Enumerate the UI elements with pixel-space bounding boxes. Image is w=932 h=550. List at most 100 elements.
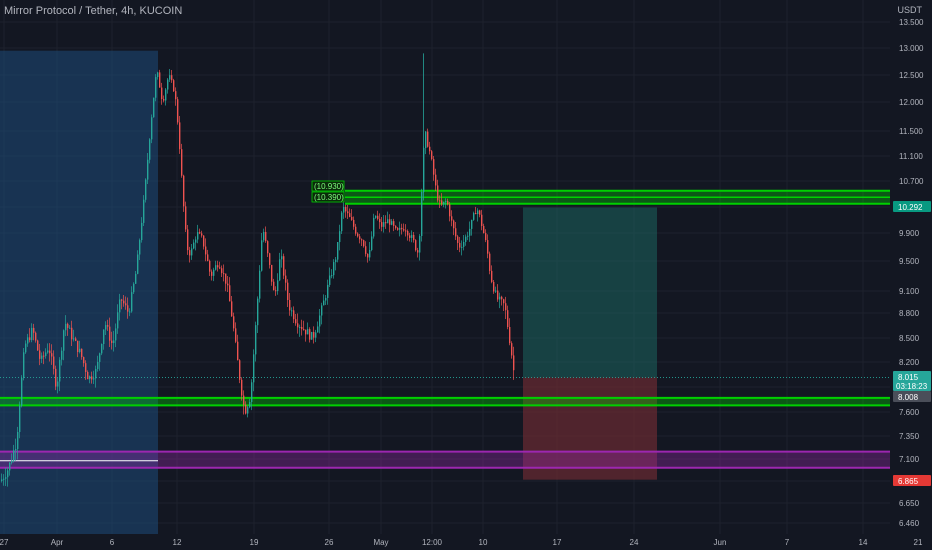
candle-body (279, 259, 281, 281)
candle-body (265, 231, 267, 242)
candle-body (475, 213, 477, 215)
candle-body (313, 331, 315, 338)
candle-body (315, 332, 317, 338)
candle-body (441, 200, 443, 205)
candle-body (379, 218, 381, 223)
candle-body (103, 329, 105, 345)
candle-body (73, 338, 75, 340)
price-tick: 8.200 (899, 358, 920, 367)
candle-body (489, 253, 491, 271)
candle-body (217, 265, 219, 268)
candle-body (321, 305, 323, 316)
candle-body (175, 91, 177, 100)
candle-body (37, 340, 39, 351)
candle-body (495, 290, 497, 292)
candle-body (283, 256, 285, 276)
candle-body (257, 298, 259, 326)
candle-body (507, 310, 509, 328)
price-tick: 13.500 (899, 18, 924, 27)
price-tick: 9.900 (899, 229, 920, 238)
candle-body (59, 359, 61, 382)
candle-body (267, 241, 269, 254)
candle-body (459, 242, 461, 248)
candle-body (81, 348, 83, 358)
candle-body (461, 246, 463, 248)
candle-body (115, 328, 117, 341)
candle-body (483, 225, 485, 234)
candle-body (27, 337, 29, 344)
candle-body (305, 329, 307, 335)
candle-body (497, 290, 499, 300)
candle-body (155, 77, 157, 98)
candle-body (121, 299, 123, 301)
candle-body (79, 348, 81, 353)
candle-body (199, 232, 201, 234)
candle-body (259, 270, 261, 299)
profit-zone (523, 207, 657, 378)
candle-body (343, 207, 345, 213)
candle-body (169, 75, 171, 80)
candle-body (505, 303, 507, 311)
candle-body (191, 248, 193, 256)
candle-body (317, 326, 319, 333)
candle-body (501, 296, 503, 300)
candle-body (513, 355, 515, 371)
candle-body (297, 323, 299, 328)
candle-body (409, 235, 411, 238)
price-label-bg (893, 371, 931, 391)
candle-body (17, 431, 19, 450)
candle-body (401, 227, 403, 230)
candle-body (141, 222, 143, 241)
time-tick: 21 (914, 538, 923, 547)
candle-body (387, 219, 389, 224)
candle-body (231, 301, 233, 317)
candle-body (219, 267, 221, 269)
candle-body (205, 246, 207, 255)
candle-body (1, 479, 3, 481)
candle-body (83, 357, 85, 364)
candle-body (427, 131, 429, 147)
candle-body (35, 332, 37, 341)
candle-body (393, 221, 395, 226)
time-tick: Apr (51, 538, 64, 547)
candle-body (135, 273, 137, 284)
candle-body (465, 236, 467, 242)
candle-body (105, 325, 107, 330)
candle-body (147, 159, 149, 180)
candle-body (391, 221, 393, 225)
candle-body (345, 207, 347, 212)
candle-body (71, 327, 73, 340)
candle-body (291, 310, 293, 312)
price-label: 10.292 (898, 203, 923, 212)
candle-body (335, 259, 337, 263)
candle-body (251, 382, 253, 402)
candle-body (473, 213, 475, 220)
candle-body (193, 242, 195, 249)
candle-body (287, 282, 289, 301)
candle-body (261, 240, 263, 271)
candle-body (55, 368, 57, 387)
candles (1, 53, 515, 487)
candle-body (275, 290, 277, 292)
candle-body (113, 340, 115, 344)
candle-body (331, 275, 333, 277)
candle-body (15, 449, 17, 451)
candle-body (363, 240, 365, 247)
candle-body (375, 215, 377, 218)
candle-body (129, 311, 131, 313)
candle-body (53, 356, 55, 369)
candle-body (3, 478, 5, 480)
candle-body (411, 234, 413, 238)
candle-body (329, 275, 331, 285)
candle-body (333, 262, 335, 276)
candle-body (227, 283, 229, 286)
candle-body (277, 280, 279, 292)
candle-body (469, 228, 471, 236)
candle-body (51, 353, 53, 357)
candle-body (407, 230, 409, 236)
candle-body (405, 230, 407, 232)
candle-body (29, 337, 31, 341)
price-label: 8.015 (898, 373, 919, 382)
candle-body (295, 319, 297, 324)
